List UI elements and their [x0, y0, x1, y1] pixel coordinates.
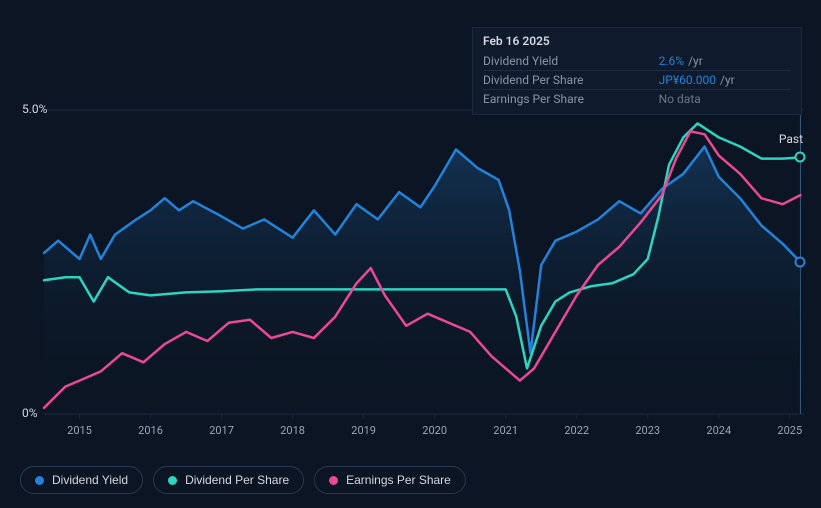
- legend: Dividend Yield Dividend Per Share Earnings…: [20, 466, 466, 494]
- hover-point-dividend_per_share: [795, 152, 806, 163]
- tooltip-row-value: JP¥60.000/yr: [659, 71, 791, 90]
- tooltip-row-value: No data: [659, 90, 791, 109]
- legend-item-dividend_yield[interactable]: Dividend Yield: [20, 466, 143, 494]
- x-axis-label: 2019: [351, 424, 376, 437]
- x-axis-label: 2020: [422, 424, 447, 437]
- y-axis-label: 5.0%: [22, 102, 47, 116]
- legend-dot-icon: [329, 476, 338, 485]
- x-axis-label: 2016: [138, 424, 163, 437]
- tooltip-row-value: 2.6%/yr: [659, 52, 791, 71]
- x-axis-label: 2023: [635, 424, 660, 437]
- legend-label: Earnings Per Share: [346, 473, 451, 487]
- hover-point-dividend_yield: [795, 257, 806, 268]
- tooltip-row-label: Earnings Per Share: [483, 90, 659, 109]
- tooltip-row-label: Dividend Yield: [483, 52, 659, 71]
- legend-item-earnings_per_share[interactable]: Earnings Per Share: [314, 466, 466, 494]
- chart-tooltip: Feb 16 2025 Dividend Yield2.6%/yrDividen…: [472, 27, 802, 115]
- past-label: Past: [779, 132, 803, 146]
- legend-dot-icon: [35, 476, 44, 485]
- legend-label: Dividend Per Share: [185, 473, 289, 487]
- x-axis-label: 2017: [209, 424, 234, 437]
- legend-item-dividend_per_share[interactable]: Dividend Per Share: [153, 466, 304, 494]
- legend-dot-icon: [168, 476, 177, 485]
- x-axis-label: 2021: [493, 424, 518, 437]
- x-axis-label: 2022: [564, 424, 589, 437]
- legend-label: Dividend Yield: [52, 473, 128, 487]
- x-axis-label: 2015: [67, 424, 92, 437]
- chart-container: 0% 5.0% 2015 2016 2017 2018 2019 2020 2021 2022 2…: [0, 0, 821, 508]
- x-axis-label: 2025: [777, 424, 802, 437]
- tooltip-row-label: Dividend Per Share: [483, 71, 659, 90]
- x-axis-label: 2018: [280, 424, 305, 437]
- x-axis-label: 2024: [706, 424, 731, 437]
- tooltip-date: Feb 16 2025: [483, 34, 791, 48]
- y-axis-label: 0%: [22, 406, 38, 420]
